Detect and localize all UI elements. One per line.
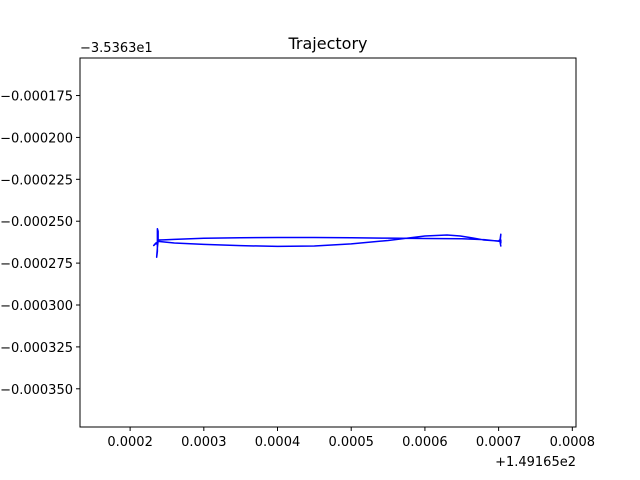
y-axis-offset-label: −3.5363e1 [80, 41, 153, 56]
x-tick-label: 0.0004 [255, 435, 301, 450]
y-tick-label: −0.000350 [0, 383, 73, 398]
y-tick-label: −0.000175 [0, 90, 73, 105]
plot-area-frame [79, 57, 577, 428]
y-tick-label: −0.000250 [0, 215, 73, 230]
chart-title: Trajectory [288, 34, 368, 53]
trajectory-line [152, 228, 502, 258]
x-tick-label: 0.0003 [181, 435, 227, 450]
x-tick-label: 0.0002 [107, 435, 153, 450]
y-tick-label: −0.000225 [0, 173, 73, 188]
plot-area-background [80, 58, 576, 427]
series-layer [152, 228, 502, 258]
x-tick-label: 0.0008 [550, 435, 596, 450]
x-tick-label: 0.0005 [328, 435, 374, 450]
x-tick-label: 0.0007 [476, 435, 522, 450]
y-tick-label: −0.000325 [0, 341, 73, 356]
x-axis-offset-label: +1.49165e2 [495, 455, 576, 470]
tick-layer: 0.0002 0.0003 0.0004 0.0005 0.0006 0.0007 0.00… [0, 90, 595, 450]
x-tick-label: 0.0006 [402, 435, 448, 450]
y-tick-label: −0.000200 [0, 131, 73, 146]
y-tick-label: −0.000275 [0, 257, 73, 272]
y-tick-label: −0.000300 [0, 299, 73, 314]
